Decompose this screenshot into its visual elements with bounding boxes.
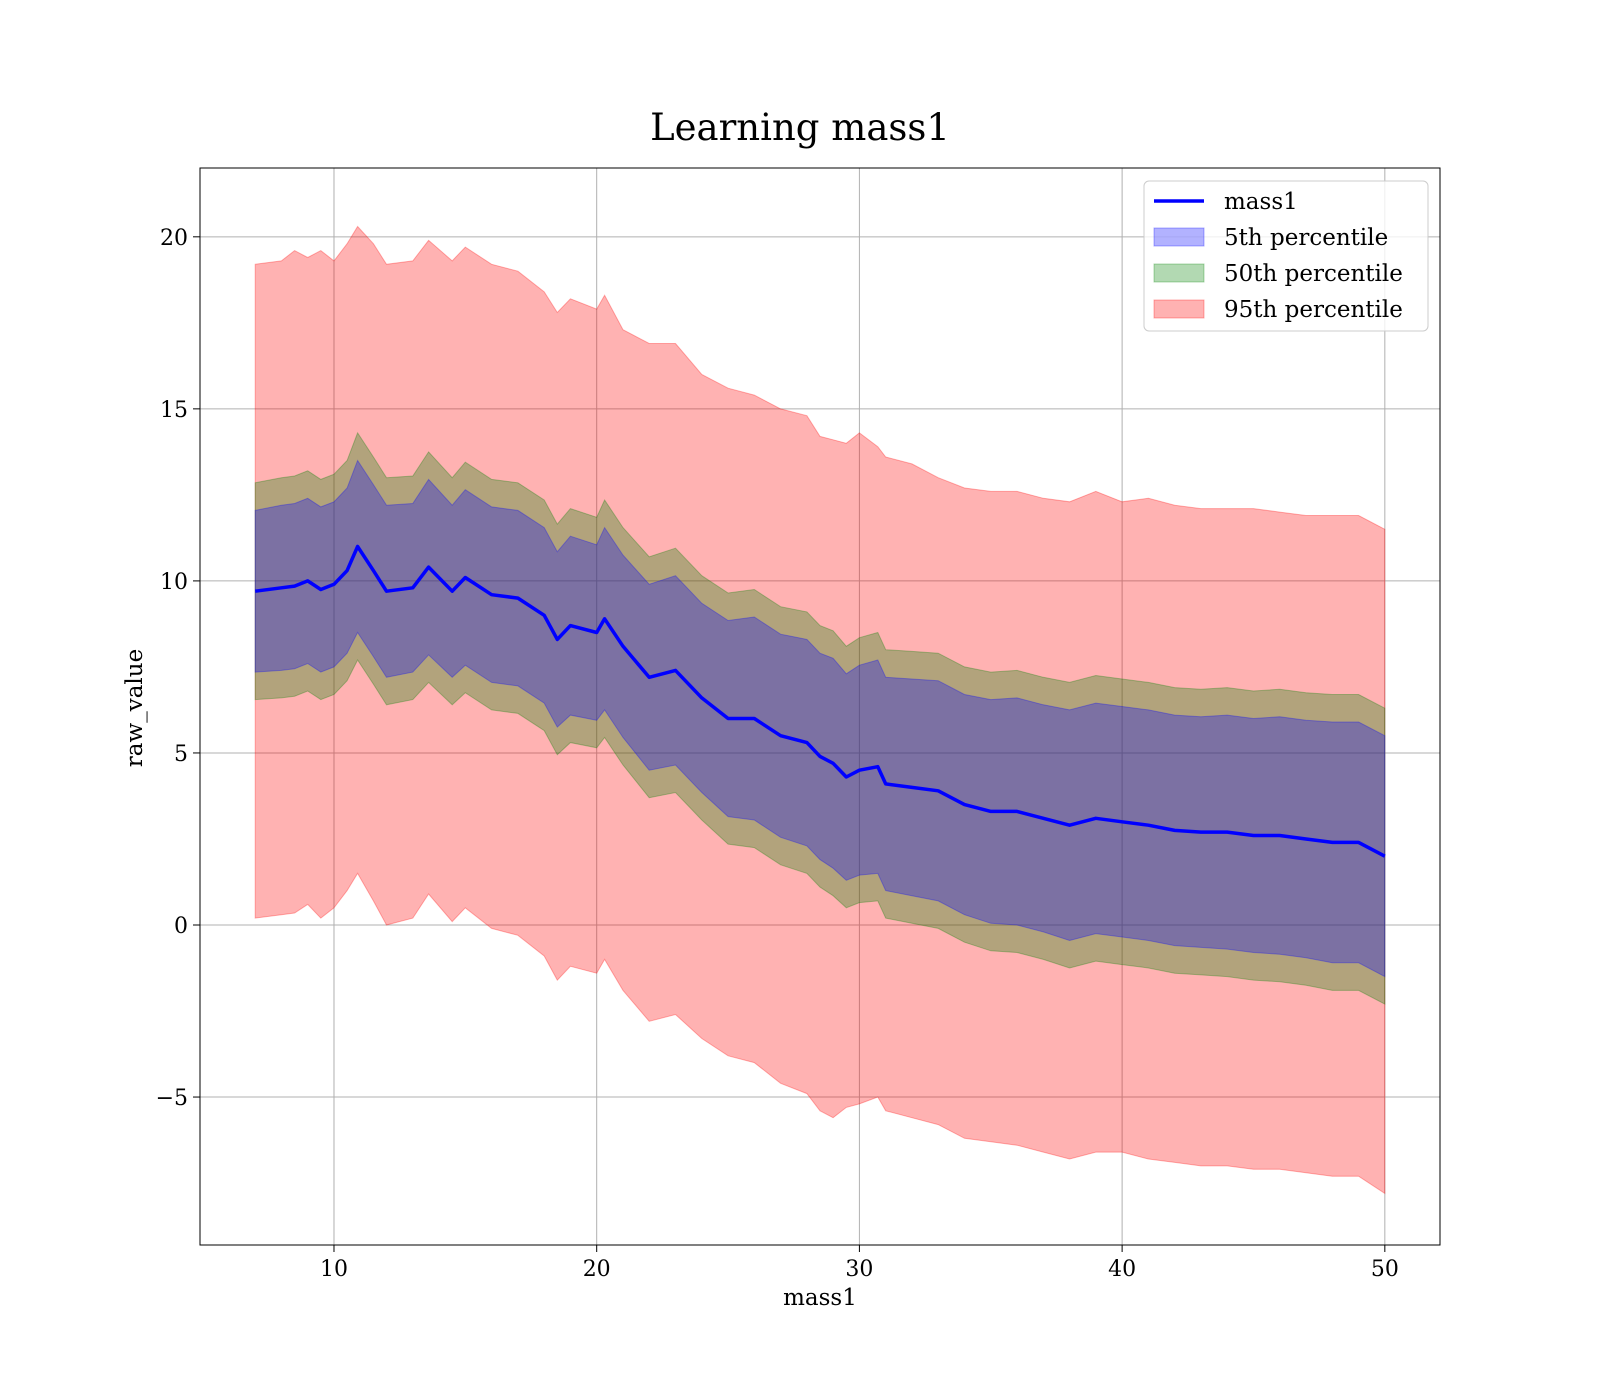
legend-label: 95th percentile — [1224, 297, 1403, 323]
legend-label: 50th percentile — [1224, 261, 1403, 287]
data-lines — [254, 544, 1386, 858]
legend-box — [1143, 180, 1429, 332]
grid — [200, 168, 1440, 1245]
band-50th-percentile — [254, 431, 1386, 1005]
y-tick-label: 10 — [160, 570, 188, 595]
x-axis-ticks: 10 20 30 40 50 — [320, 1245, 1399, 1282]
series-line-mass1 — [254, 544, 1386, 858]
legend-label: 5th percentile — [1224, 225, 1388, 251]
plot-frame — [199, 167, 1441, 1246]
chart-title: Learning mass1 — [650, 106, 950, 149]
x-tick-label: 10 — [320, 1257, 348, 1282]
x-tick-label: 40 — [1108, 1257, 1136, 1282]
legend-swatch-band — [1153, 263, 1205, 283]
x-tick-label: 50 — [1371, 1257, 1399, 1282]
y-tick-label: 5 — [174, 742, 188, 767]
percentile-bands — [254, 225, 1386, 1195]
x-axis-label: mass1 — [783, 1285, 857, 1311]
x-tick-label: 30 — [845, 1257, 873, 1282]
band-5th-percentile — [254, 459, 1386, 978]
y-tick-label: 0 — [174, 914, 188, 939]
y-axis-ticks: −5 0 5 10 15 20 — [156, 226, 200, 1111]
legend: mass1 5th percentile 50th percentile 95th p… — [1143, 180, 1429, 332]
y-tick-label: 20 — [160, 226, 188, 251]
legend-swatch-band — [1153, 227, 1205, 247]
band-95th-percentile — [254, 225, 1386, 1195]
y-axis-label: raw_value — [122, 649, 148, 767]
legend-swatch-band — [1153, 299, 1205, 319]
legend-label: mass1 — [1224, 189, 1298, 215]
x-tick-label: 20 — [583, 1257, 611, 1282]
y-tick-label: −5 — [156, 1086, 188, 1111]
y-tick-label: 15 — [160, 398, 188, 423]
